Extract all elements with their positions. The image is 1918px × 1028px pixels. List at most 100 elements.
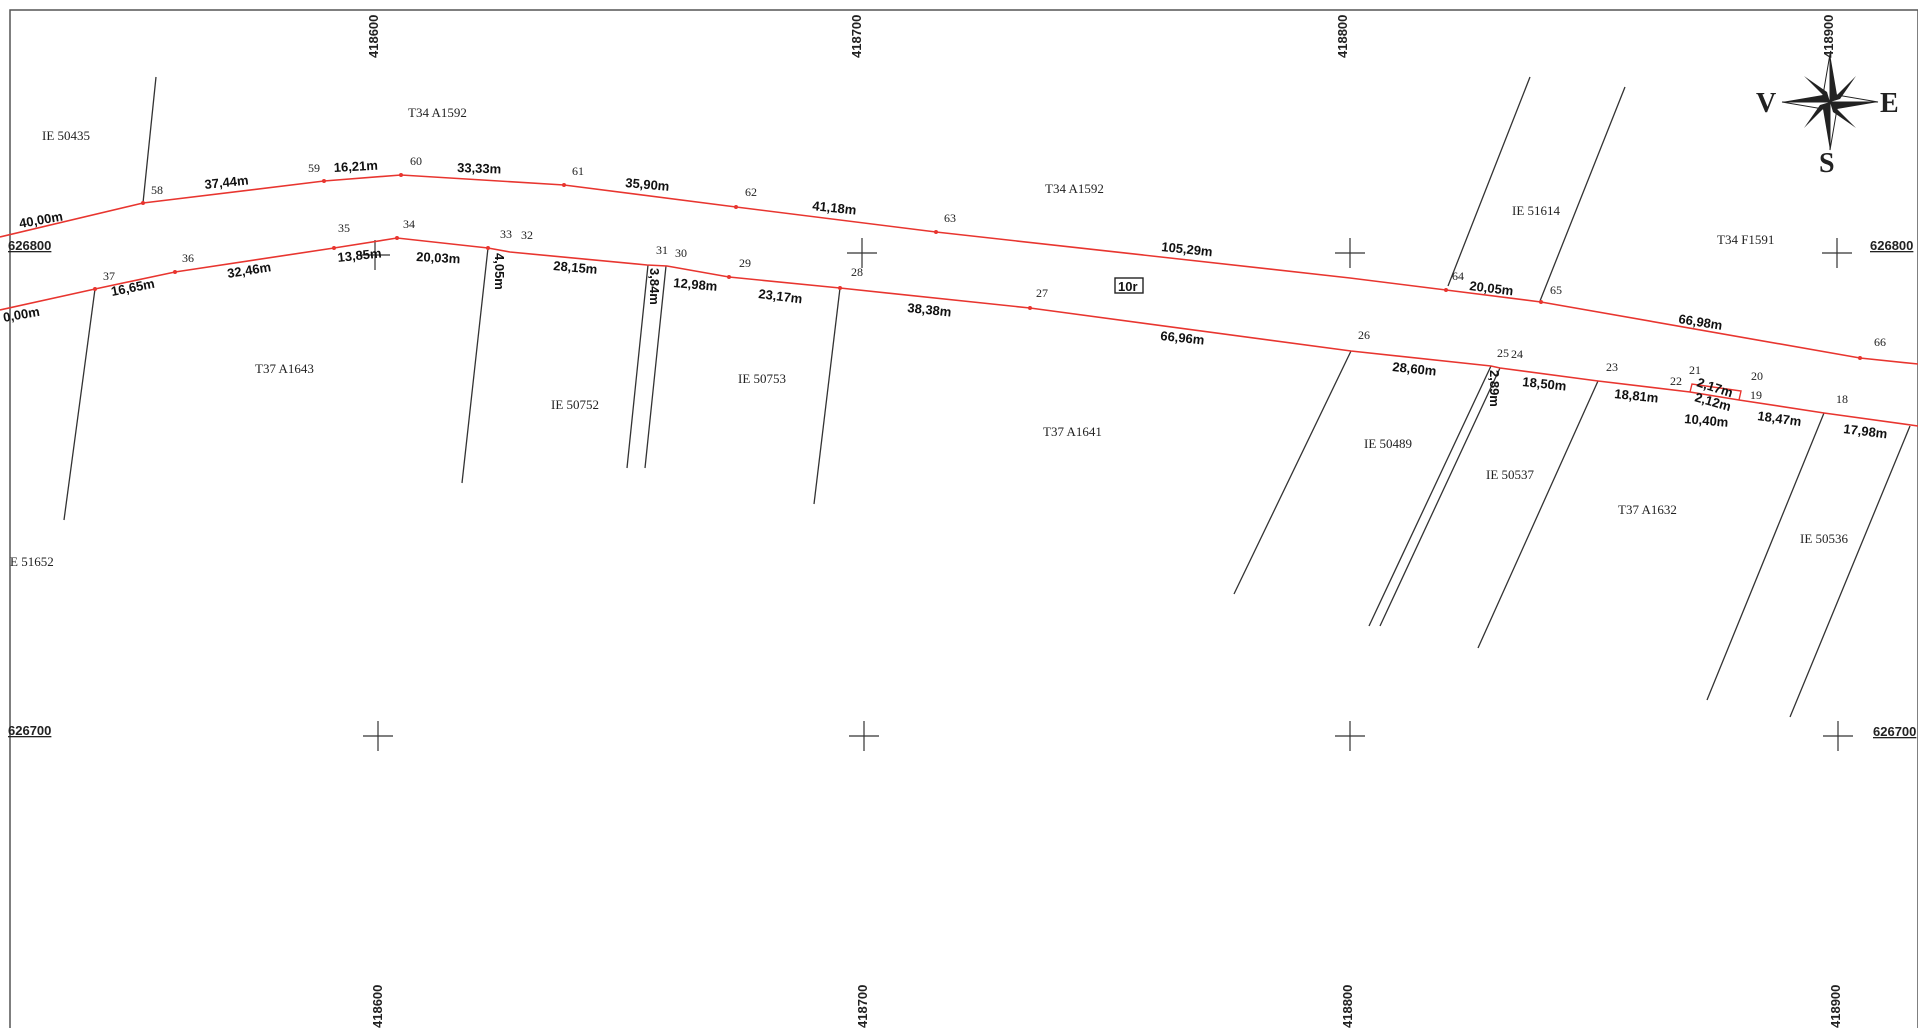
compass-south-letter: S: [1819, 148, 1835, 179]
compass-ray: [1823, 102, 1830, 150]
grid-cross: [1822, 238, 1852, 268]
distance-label: 105,29m: [1161, 239, 1214, 259]
boundary-line: [1539, 86, 1626, 302]
boundary-line: [813, 287, 841, 505]
distance-label: 18,50m: [1522, 374, 1567, 394]
compass-rose: V E S: [1756, 53, 1899, 179]
point-dot: [399, 173, 403, 177]
point-number: 29: [739, 256, 751, 270]
point-number: 37: [103, 269, 115, 283]
compass-west-letter: V: [1756, 88, 1776, 119]
point-dot: [332, 246, 336, 250]
point-dot: [1444, 288, 1448, 292]
marker-box: [1114, 277, 1144, 294]
point-number: 23: [1606, 360, 1618, 374]
point-number: 22: [1670, 374, 1682, 388]
point-number: 59: [308, 161, 320, 175]
road-boundary-south: [0, 237, 1918, 427]
grid-cross: [847, 238, 877, 268]
boundary-line: [63, 288, 96, 521]
boundary-line: [1477, 380, 1599, 649]
grid-cross: [1335, 721, 1365, 751]
parcel-label: IE 50435: [42, 128, 90, 143]
distance-label: 10,40m: [1684, 411, 1729, 430]
survey-point-dots: [93, 173, 1862, 360]
point-number: 61: [572, 164, 584, 178]
point-number: 34: [403, 217, 415, 231]
point-dot: [1028, 306, 1032, 310]
parcel-label: T37 A1632: [1618, 502, 1677, 517]
parcel-label: IE 50753: [738, 371, 786, 386]
parcel-label: IE 50536: [1800, 531, 1849, 546]
boundary-line: [1447, 76, 1531, 287]
parcel-label: T37 A1641: [1043, 424, 1102, 439]
boundary-line: [1368, 365, 1492, 627]
distance-label: 38,38m: [907, 300, 952, 320]
point-dot: [486, 246, 490, 250]
parcel-label: IE 50537: [1486, 467, 1535, 482]
point-number: 64: [1452, 269, 1464, 283]
point-number: 31: [656, 243, 668, 257]
boundary-line: [1706, 412, 1825, 701]
distance-label: 20,05m: [1469, 278, 1515, 298]
compass-ray: [1804, 76, 1830, 102]
point-number: 21: [1689, 363, 1701, 377]
compass-ray: [1830, 102, 1878, 109]
distance-label: 3,84m: [647, 268, 662, 305]
compass-ray: [1830, 54, 1837, 102]
grid-x-label-bottom: 418700: [855, 985, 870, 1028]
road-notch: [1689, 383, 1742, 401]
boundary-line: [461, 247, 489, 484]
compass-ray: [1830, 102, 1856, 128]
parcel-boundaries: [63, 76, 1911, 718]
boundary-line: [1233, 350, 1352, 595]
distance-label: 4,05m: [492, 253, 507, 290]
compass-ray: [1830, 76, 1856, 102]
grid-cross: [1823, 721, 1853, 751]
distance-label: 16,65m: [110, 276, 156, 299]
grid-cross: [1335, 238, 1365, 268]
point-number: 63: [944, 211, 956, 225]
point-dot: [395, 236, 399, 240]
grid-y-label-left: 626800: [8, 238, 51, 253]
distance-label: 33,33m: [457, 160, 502, 177]
distance-label: 28,15m: [553, 258, 598, 277]
parcel-label: T34 A1592: [1045, 181, 1104, 196]
distance-label: 35,90m: [625, 175, 670, 194]
point-number: 36: [182, 251, 194, 265]
grid-y-label-right: 626700: [1873, 724, 1916, 739]
grid-x-label-top: 418800: [1335, 15, 1350, 58]
point-dot: [727, 275, 731, 279]
point-number: 58: [151, 183, 163, 197]
distance-label: 18,47m: [1757, 408, 1803, 429]
point-dot: [141, 201, 145, 205]
grid-x-label-top: 418900: [1821, 15, 1836, 58]
parcel-label: IE 50752: [551, 397, 599, 412]
boundary-line: [626, 264, 649, 469]
point-number: 32: [521, 228, 533, 242]
point-dot: [322, 179, 326, 183]
road-boundary-north: [0, 174, 1918, 365]
grid-x-label-bottom: 418600: [370, 985, 385, 1028]
distance-label: 23,17m: [758, 286, 804, 306]
distance-label: 17,98m: [1843, 421, 1889, 441]
map-frame: [9, 9, 1918, 1028]
distance-label: 66,98m: [1678, 311, 1724, 333]
distance-label: 66,96m: [1160, 328, 1205, 348]
point-number: 25: [1497, 346, 1509, 360]
compass-ray: [1782, 95, 1830, 102]
grid-x-label-bottom: 418900: [1828, 985, 1843, 1028]
parcel-label: E 51652: [10, 554, 54, 569]
grid-cross: [360, 240, 390, 270]
distance-label: 28,60m: [1392, 359, 1437, 379]
distance-label: 18,81m: [1614, 386, 1659, 406]
parcel-label: IE 50489: [1364, 436, 1412, 451]
point-number: 20: [1751, 369, 1763, 383]
distance-label: 0,00m: [2, 304, 41, 325]
point-dot: [173, 270, 177, 274]
grid-y-label-right: 626800: [1870, 238, 1913, 253]
point-number: 27: [1036, 286, 1048, 300]
point-number: 66: [1874, 335, 1886, 349]
marker-label: 10r: [1118, 279, 1138, 294]
